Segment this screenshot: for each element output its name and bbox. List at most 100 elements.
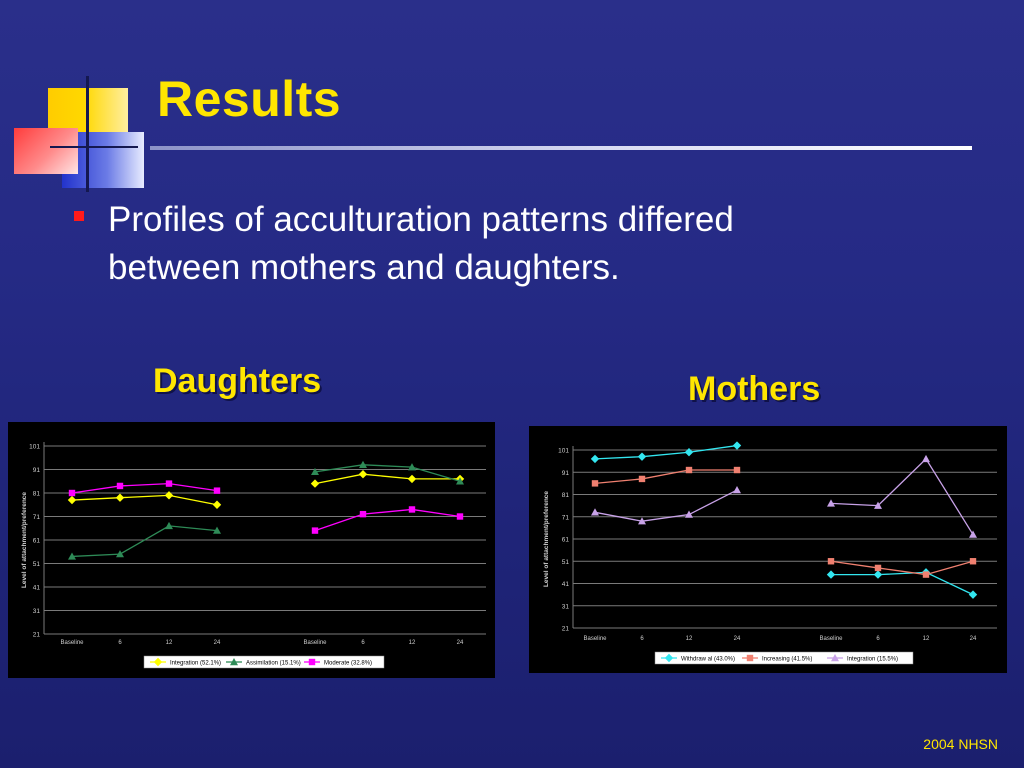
x-tick-label: 6 bbox=[118, 640, 122, 646]
data-point-2 bbox=[638, 517, 646, 525]
x-tick-label: Baseline bbox=[819, 636, 843, 642]
legend-marker-0 bbox=[153, 657, 163, 667]
logo-vertical-line bbox=[86, 76, 89, 192]
x-tick-label: 6 bbox=[361, 640, 365, 646]
legend-label-1: Assimilation (15.1%) bbox=[246, 660, 301, 666]
data-point-2 bbox=[408, 506, 416, 513]
data-point-1 bbox=[591, 480, 599, 487]
series-line-1 bbox=[594, 469, 737, 485]
series-line-1 bbox=[314, 464, 461, 482]
x-tick-label: 6 bbox=[876, 636, 880, 642]
legend-marker-1 bbox=[746, 654, 754, 662]
x-tick-label: 12 bbox=[409, 640, 416, 646]
y-tick-label: 21 bbox=[562, 626, 570, 633]
data-point-2 bbox=[591, 508, 599, 516]
data-point-0 bbox=[873, 570, 883, 579]
legend-marker-2 bbox=[831, 654, 839, 662]
y-tick-label: 41 bbox=[562, 581, 570, 588]
data-point-0 bbox=[590, 454, 600, 464]
legend-label-0: Withdraw al (43.0%) bbox=[681, 656, 735, 662]
mothers-caption: Mothers bbox=[688, 370, 821, 408]
legend-label-2: Moderate (32.8%) bbox=[324, 660, 372, 666]
data-point-0 bbox=[826, 570, 836, 579]
x-tick-label: 12 bbox=[686, 636, 693, 642]
data-point-0 bbox=[732, 441, 742, 450]
data-point-1 bbox=[408, 463, 416, 471]
data-point-0 bbox=[407, 474, 417, 484]
data-point-2 bbox=[685, 510, 693, 518]
y-tick-label: 61 bbox=[33, 538, 41, 545]
series-line-2 bbox=[830, 457, 974, 535]
title-divider bbox=[150, 146, 972, 150]
daughters-chart: 21 31 41 51 61 71 81 91 101 Level of attachment/p… bbox=[8, 422, 495, 678]
daughters-chart-svg: 21 31 41 51 61 71 81 91 101 Level of attachment/p… bbox=[21, 442, 486, 669]
data-point-2 bbox=[827, 499, 835, 507]
y-axis-label: Level of attachment/preference bbox=[21, 492, 28, 588]
slide-logo bbox=[0, 0, 160, 200]
legend-box bbox=[654, 651, 914, 665]
y-tick-label: 91 bbox=[33, 467, 41, 474]
x-tick-label: 24 bbox=[734, 636, 741, 642]
series-line-0 bbox=[594, 444, 738, 460]
y-tick-label: 41 bbox=[33, 585, 41, 592]
legend-box bbox=[143, 655, 385, 669]
x-tick-label: 24 bbox=[970, 636, 977, 642]
x-tick-label: 12 bbox=[166, 640, 173, 646]
x-tick-label: 24 bbox=[457, 640, 464, 646]
data-point-1 bbox=[874, 564, 882, 572]
data-point-1 bbox=[733, 466, 741, 474]
series-line-2 bbox=[314, 508, 461, 532]
data-point-0 bbox=[164, 491, 174, 500]
legend-label-1: Increasing (41.5%) bbox=[762, 656, 812, 662]
data-point-2 bbox=[969, 530, 977, 538]
data-point-2 bbox=[68, 489, 76, 497]
data-point-1 bbox=[213, 526, 221, 534]
y-tick-label: 101 bbox=[29, 444, 40, 451]
plot-area bbox=[44, 442, 486, 634]
y-tick-label: 61 bbox=[562, 537, 570, 544]
data-point-1 bbox=[827, 558, 835, 565]
data-point-0 bbox=[968, 590, 978, 599]
y-tick-label: 81 bbox=[33, 491, 41, 498]
mothers-chart: 21 31 41 51 61 71 81 91 101 Level of attachment/p… bbox=[529, 426, 1007, 673]
legend-marker-1 bbox=[230, 658, 238, 666]
legend-marker-2 bbox=[308, 658, 316, 666]
data-point-2 bbox=[456, 513, 464, 520]
legend-label-2: Integration (15.5%) bbox=[847, 656, 898, 662]
y-tick-label: 51 bbox=[33, 561, 41, 568]
data-point-0 bbox=[67, 495, 77, 505]
y-tick-label: 21 bbox=[33, 632, 41, 639]
data-point-2 bbox=[213, 487, 221, 494]
logo-red-square bbox=[14, 128, 78, 174]
data-point-1 bbox=[922, 571, 930, 578]
data-point-2 bbox=[359, 510, 367, 518]
daughters-caption: Daughters bbox=[153, 362, 322, 400]
data-point-1 bbox=[311, 467, 319, 476]
y-tick-label: 81 bbox=[562, 492, 570, 499]
data-point-2 bbox=[922, 454, 930, 463]
data-point-0 bbox=[684, 448, 694, 457]
x-tick-label: 24 bbox=[214, 640, 221, 646]
data-point-0 bbox=[212, 500, 222, 509]
data-point-0 bbox=[115, 493, 125, 502]
series-line-2 bbox=[594, 489, 738, 522]
series-line-2 bbox=[71, 482, 218, 494]
data-point-1 bbox=[969, 558, 977, 565]
data-point-1 bbox=[456, 477, 464, 485]
series-line-0 bbox=[71, 494, 218, 506]
data-point-2 bbox=[874, 501, 882, 509]
slide-title: Results bbox=[157, 71, 342, 127]
footer-text: 2004 NHSN bbox=[923, 736, 998, 752]
data-point-1 bbox=[359, 460, 367, 468]
series-line-1 bbox=[830, 560, 974, 576]
y-tick-label: 51 bbox=[562, 559, 570, 566]
legend-label-0: Integration (52.1%) bbox=[170, 660, 221, 666]
data-point-2 bbox=[311, 527, 319, 534]
data-point-1 bbox=[116, 550, 124, 558]
series-line-0 bbox=[831, 571, 974, 596]
legend-marker-0 bbox=[664, 653, 674, 663]
data-point-0 bbox=[358, 470, 368, 479]
series-line-0 bbox=[314, 473, 460, 485]
series-line-1 bbox=[71, 525, 218, 558]
logo-horizontal-line bbox=[50, 146, 138, 148]
